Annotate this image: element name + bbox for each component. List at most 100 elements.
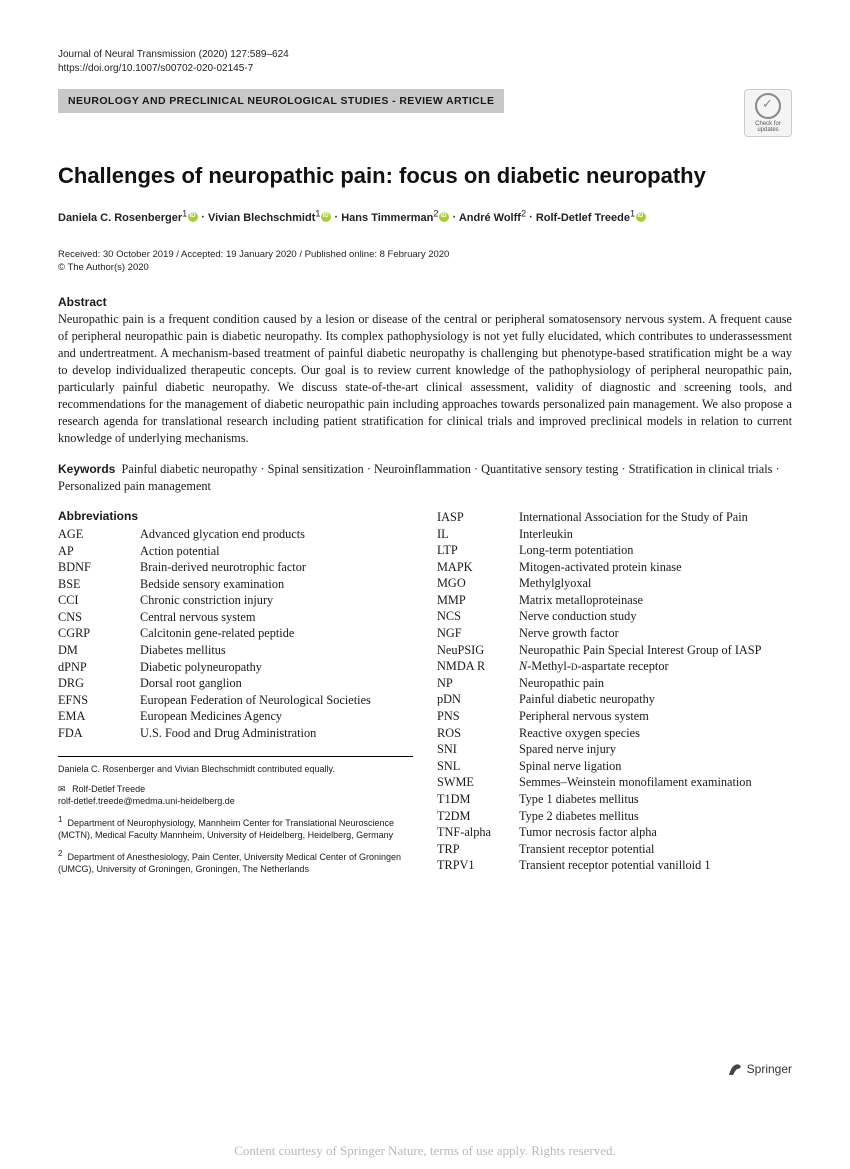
- abbreviation-row: MGOMethylglyoxal: [437, 575, 792, 592]
- abbreviation-row: NCSNerve conduction study: [437, 608, 792, 625]
- affiliation-2: 2 Department of Anesthesiology, Pain Cen…: [58, 849, 413, 875]
- publisher-logo: Springer: [727, 1061, 792, 1077]
- keywords-text: Painful diabetic neuropathy · Spinal sen…: [58, 462, 780, 493]
- check-for-updates-badge[interactable]: Check for updates: [744, 89, 792, 137]
- abbreviation-abbr: dPNP: [58, 659, 140, 676]
- abbreviation-row: SNISpared nerve injury: [437, 741, 792, 758]
- abbreviation-def: Central nervous system: [140, 609, 413, 626]
- orcid-icon[interactable]: [439, 212, 449, 222]
- abbreviation-def: Neuropathic Pain Special Interest Group …: [519, 642, 792, 659]
- abbreviation-row: EFNSEuropean Federation of Neurological …: [58, 692, 413, 709]
- abbreviation-def: Type 1 diabetes mellitus: [519, 791, 792, 808]
- abbreviation-row: NGFNerve growth factor: [437, 625, 792, 642]
- abbreviation-abbr: TRPV1: [437, 857, 519, 874]
- abbreviation-def: Chronic constriction injury: [140, 592, 413, 609]
- abbreviation-def: Reactive oxygen species: [519, 725, 792, 742]
- keywords-block: Keywords Painful diabetic neuropathy · S…: [58, 461, 792, 495]
- abstract-text: Neuropathic pain is a frequent condition…: [58, 311, 792, 447]
- footnote-block: Daniela C. Rosenberger and Vivian Blechs…: [58, 756, 413, 876]
- springer-horse-icon: [727, 1061, 743, 1077]
- abbreviation-abbr: BDNF: [58, 559, 140, 576]
- abbreviation-row: CNSCentral nervous system: [58, 609, 413, 626]
- corr-email[interactable]: rolf-detlef.treede@medma.uni-heidelberg.…: [58, 796, 235, 806]
- journal-citation: Journal of Neural Transmission (2020) 12…: [58, 48, 792, 62]
- abbreviation-row: IASPInternational Association for the St…: [437, 509, 792, 526]
- abbreviation-def: International Association for the Study …: [519, 509, 792, 526]
- author[interactable]: Hans Timmerman2: [341, 212, 449, 224]
- author[interactable]: André Wolff2: [459, 212, 526, 224]
- abbreviation-row: CGRPCalcitonin gene-related peptide: [58, 625, 413, 642]
- abbreviation-row: TRPTransient receptor potential: [437, 841, 792, 858]
- abbreviation-abbr: LTP: [437, 542, 519, 559]
- abbreviations-columns: Abbreviations AGEAdvanced glycation end …: [58, 509, 792, 884]
- copyright-line: © The Author(s) 2020: [58, 261, 792, 274]
- orcid-icon[interactable]: [636, 212, 646, 222]
- abbreviation-abbr: AGE: [58, 526, 140, 543]
- courtesy-line: Content courtesy of Springer Nature, ter…: [0, 1129, 850, 1169]
- orcid-icon[interactable]: [321, 212, 331, 222]
- article-page: Journal of Neural Transmission (2020) 12…: [0, 0, 850, 1129]
- abbreviation-abbr: ROS: [437, 725, 519, 742]
- abbreviation-row: T2DMType 2 diabetes mellitus: [437, 808, 792, 825]
- corresponding-author: Rolf-Detlef Treede rolf-detlef.treede@me…: [58, 783, 413, 807]
- article-title: Challenges of neuropathic pain: focus on…: [58, 163, 792, 189]
- contribution-note: Daniela C. Rosenberger and Vivian Blechs…: [58, 763, 413, 775]
- abbreviation-row: EMAEuropean Medicines Agency: [58, 708, 413, 725]
- abbreviation-row: TRPV1Transient receptor potential vanill…: [437, 857, 792, 874]
- doi-link[interactable]: https://doi.org/10.1007/s00702-020-02145…: [58, 62, 792, 76]
- article-category-banner: NEUROLOGY AND PRECLINICAL NEUROLOGICAL S…: [58, 89, 504, 113]
- abbreviation-def: U.S. Food and Drug Administration: [140, 725, 413, 742]
- abbreviation-def: Mitogen-activated protein kinase: [519, 559, 792, 576]
- abbreviation-def: Nerve growth factor: [519, 625, 792, 642]
- abbreviation-list-left: AGEAdvanced glycation end productsAPActi…: [58, 526, 413, 742]
- abbreviation-abbr: PNS: [437, 708, 519, 725]
- abbreviation-abbr: SWME: [437, 774, 519, 791]
- abbreviation-def: Brain-derived neurotrophic factor: [140, 559, 413, 576]
- abbreviation-row: SWMESemmes–Weinstein monofilament examin…: [437, 774, 792, 791]
- abbreviation-def: Spinal nerve ligation: [519, 758, 792, 775]
- abbreviation-row: DMDiabetes mellitus: [58, 642, 413, 659]
- abbreviation-def: Tumor necrosis factor alpha: [519, 824, 792, 841]
- abbreviation-abbr: CCI: [58, 592, 140, 609]
- abbreviation-abbr: MGO: [437, 575, 519, 592]
- abbreviation-row: MMPMatrix metalloproteinase: [437, 592, 792, 609]
- banner-row: NEUROLOGY AND PRECLINICAL NEUROLOGICAL S…: [58, 89, 792, 137]
- right-column: IASPInternational Association for the St…: [437, 509, 792, 884]
- abbreviation-row: NMDA RN-Methyl-d-aspartate receptor: [437, 658, 792, 675]
- abstract-heading: Abstract: [58, 295, 792, 309]
- abbreviation-abbr: SNI: [437, 741, 519, 758]
- abbreviation-def: Diabetes mellitus: [140, 642, 413, 659]
- author[interactable]: Daniela C. Rosenberger1: [58, 212, 198, 224]
- abbreviation-row: SNLSpinal nerve ligation: [437, 758, 792, 775]
- abbreviation-abbr: SNL: [437, 758, 519, 775]
- abbreviation-def: Methylglyoxal: [519, 575, 792, 592]
- orcid-icon[interactable]: [188, 212, 198, 222]
- abbreviation-def: Advanced glycation end products: [140, 526, 413, 543]
- check-updates-label: Check for updates: [745, 121, 791, 133]
- abbreviation-abbr: NCS: [437, 608, 519, 625]
- abbreviation-def: Interleukin: [519, 526, 792, 543]
- abbreviation-row: BDNFBrain-derived neurotrophic factor: [58, 559, 413, 576]
- abbreviation-abbr: DM: [58, 642, 140, 659]
- abbreviation-abbr: IL: [437, 526, 519, 543]
- abbreviation-row: BSEBedside sensory examination: [58, 576, 413, 593]
- abbreviation-row: LTPLong-term potentiation: [437, 542, 792, 559]
- affiliation-1: 1 Department of Neurophysiology, Mannhei…: [58, 815, 413, 841]
- abbreviation-row: pDNPainful diabetic neuropathy: [437, 691, 792, 708]
- abbreviation-abbr: BSE: [58, 576, 140, 593]
- abbreviation-def: Transient receptor potential vanilloid 1: [519, 857, 792, 874]
- abbreviation-row: FDAU.S. Food and Drug Administration: [58, 725, 413, 742]
- abbreviation-def: Calcitonin gene-related peptide: [140, 625, 413, 642]
- abbreviation-abbr: AP: [58, 543, 140, 560]
- author[interactable]: Vivian Blechschmidt1: [208, 212, 331, 224]
- abbreviation-row: APAction potential: [58, 543, 413, 560]
- abbreviation-abbr: IASP: [437, 509, 519, 526]
- author[interactable]: Rolf-Detlef Treede1: [536, 212, 646, 224]
- abbreviation-list-right: IASPInternational Association for the St…: [437, 509, 792, 874]
- abbreviation-abbr: MAPK: [437, 559, 519, 576]
- abbreviation-abbr: CGRP: [58, 625, 140, 642]
- abbreviation-def: Neuropathic pain: [519, 675, 792, 692]
- abbreviation-abbr: T1DM: [437, 791, 519, 808]
- abbreviation-def: Peripheral nervous system: [519, 708, 792, 725]
- abbreviation-def: Action potential: [140, 543, 413, 560]
